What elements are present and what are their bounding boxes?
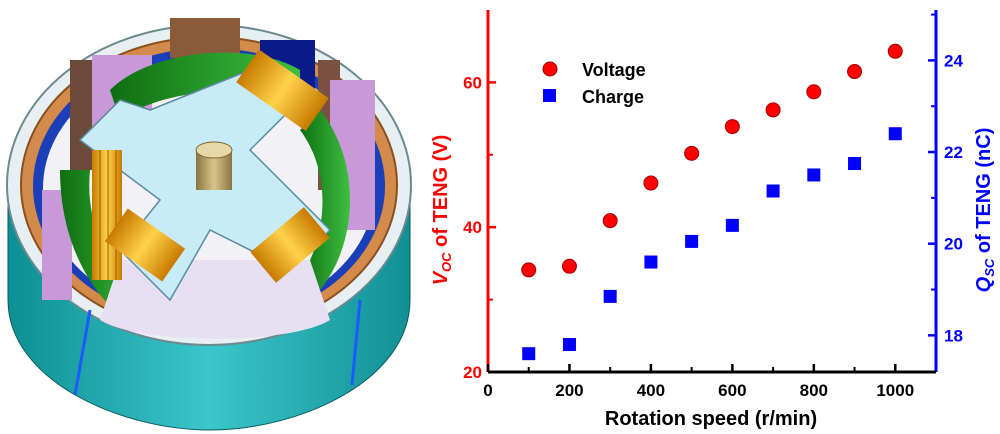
voltage-point xyxy=(887,43,903,59)
right-y-axis: 18 20 22 24 xyxy=(928,10,963,372)
voltage-point xyxy=(602,213,618,229)
voltage-point xyxy=(765,102,781,118)
shaft-top xyxy=(195,141,233,159)
stator-plate xyxy=(170,18,240,58)
x-tick-label: 0 xyxy=(483,381,492,400)
gold-electrode xyxy=(250,207,330,283)
x-tick-label: 600 xyxy=(718,381,746,400)
left-y-axis: 20 40 60 xyxy=(463,10,496,382)
rotor-arc xyxy=(300,110,350,290)
gold-electrode xyxy=(104,208,186,282)
voltage-point xyxy=(643,175,659,191)
x-tick-label: 1000 xyxy=(876,381,914,400)
charge-point xyxy=(685,234,699,248)
legend-charge-marker xyxy=(543,89,556,102)
gold-electrode xyxy=(236,49,329,132)
charge-point xyxy=(562,338,576,352)
voltage-point xyxy=(684,145,700,161)
wall-seam xyxy=(350,299,362,386)
charge-point xyxy=(807,168,821,182)
voltage-point xyxy=(561,258,577,274)
legend-charge-label: Charge xyxy=(582,87,644,107)
charge-point xyxy=(644,255,658,269)
left-y-axis-label-main: V xyxy=(430,270,452,285)
x-axis-label: Rotation speed (r/min) xyxy=(605,408,817,430)
charge-point xyxy=(848,157,862,171)
left-y-axis-label: VOC of TENG (V) xyxy=(430,135,454,286)
x-tick-label: 200 xyxy=(555,381,583,400)
gold-electrode xyxy=(92,150,122,280)
legend-voltage-marker xyxy=(542,61,558,77)
voltage-point xyxy=(521,262,537,278)
left-y-tick-label: 40 xyxy=(463,218,482,237)
x-tick-label: 400 xyxy=(637,381,665,400)
left-y-axis-label-sub: OC xyxy=(439,252,454,272)
left-y-axis-label-rest: of TENG (V) xyxy=(430,135,452,253)
left-y-tick-label: 20 xyxy=(463,363,482,382)
teng-device-illustration xyxy=(6,18,412,431)
charge-point xyxy=(522,347,536,361)
x-axis: 0 200 400 600 800 1000 xyxy=(483,364,936,400)
right-y-tick-label: 24 xyxy=(944,51,963,70)
chart-marks xyxy=(521,43,903,361)
voltage-point xyxy=(724,119,740,135)
right-y-axis-label-sub: SC xyxy=(982,258,997,277)
legend-voltage-label: Voltage xyxy=(582,60,646,80)
voltage-point xyxy=(806,84,822,100)
charge-point xyxy=(725,218,739,232)
charge-point xyxy=(603,289,617,303)
legend: Voltage Charge xyxy=(542,60,646,107)
right-y-axis-label: QSC of TENG (nC) xyxy=(973,128,997,293)
x-tick-label: 800 xyxy=(800,381,828,400)
wall-seam xyxy=(73,309,92,396)
charge-point xyxy=(888,127,902,141)
right-y-tick-label: 18 xyxy=(944,326,963,345)
charge-point xyxy=(766,184,780,198)
left-y-tick-label: 60 xyxy=(463,73,482,92)
right-y-axis-label-rest: of TENG (nC) xyxy=(973,128,995,259)
right-y-tick-label: 20 xyxy=(944,235,963,254)
right-y-tick-label: 22 xyxy=(944,143,963,162)
voltage-point xyxy=(847,64,863,80)
right-y-axis-label-main: Q xyxy=(973,276,995,292)
